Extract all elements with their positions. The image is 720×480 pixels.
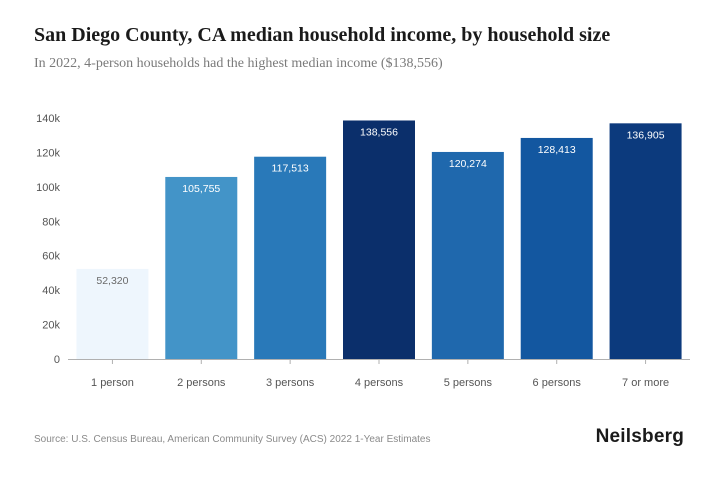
x-tick-label: 1 person — [91, 377, 134, 389]
y-tick-label: 40k — [42, 285, 60, 297]
bar-2 — [165, 176, 238, 359]
bar-3 — [254, 156, 327, 359]
bar-7 — [609, 123, 682, 359]
bar-5 — [431, 151, 504, 359]
x-tick-label: 5 persons — [444, 377, 493, 389]
y-tick-label: 100k — [36, 182, 60, 194]
bar-value-label: 136,905 — [627, 129, 665, 141]
source-note: Source: U.S. Census Bureau, American Com… — [34, 434, 431, 445]
x-tick-label: 3 persons — [266, 377, 315, 389]
bars-group: 52,320 105,755 117,513 138,556 120,274 128,41… — [76, 120, 682, 359]
y-tick-label: 60k — [42, 251, 60, 263]
bar-value-label: 120,274 — [449, 158, 487, 170]
x-tick-label: 6 persons — [533, 377, 582, 389]
x-tick-label: 7 or more — [622, 377, 669, 389]
bar-value-label: 138,556 — [360, 126, 398, 138]
y-tick-label: 140k — [36, 113, 60, 125]
bar-4 — [343, 120, 415, 359]
bar-1 — [76, 268, 149, 359]
bar-value-label: 117,513 — [272, 163, 309, 175]
y-tick-label: 80k — [42, 216, 60, 228]
bar-6 — [520, 137, 593, 359]
x-tick-label: 4 persons — [355, 377, 404, 389]
x-tick-label: 2 persons — [177, 377, 226, 389]
x-axis: 1 person 2 persons 3 persons 4 persons 5 per… — [68, 359, 690, 389]
y-tick-label: 120k — [36, 147, 60, 159]
y-axis: 0 20k 40k 60k 80k 100k 120k 140k — [36, 113, 60, 366]
chart-subtitle: In 2022, 4-person households had the hig… — [34, 56, 443, 71]
bar-value-label: 128,413 — [538, 144, 576, 156]
bar-value-label: 105,755 — [182, 183, 220, 195]
y-tick-label: 0 — [54, 354, 60, 366]
bar-value-label: 52,320 — [96, 275, 128, 287]
y-tick-label: 20k — [42, 320, 60, 332]
brand-logo: Neilsberg — [595, 426, 684, 447]
chart-title: San Diego County, CA median household in… — [34, 24, 611, 46]
